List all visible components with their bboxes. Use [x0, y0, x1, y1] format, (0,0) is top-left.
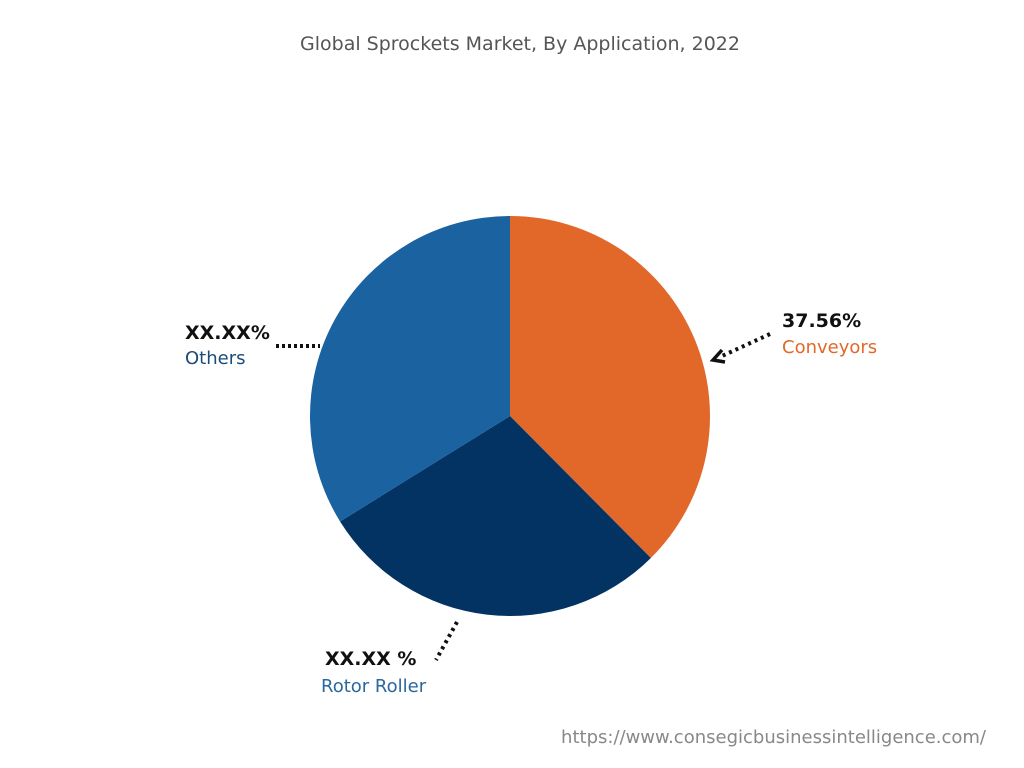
pct-label-rotor-roller: XX.XX % [325, 648, 416, 670]
annotation-conveyors: 37.56% Conveyors [709, 310, 877, 364]
source-url: https://www.consegicbusinessintelligence… [561, 727, 987, 748]
chart-title: Global Sprockets Market, By Application,… [300, 33, 740, 55]
category-label-others: Others [185, 348, 246, 369]
leader-line-conveyors [721, 332, 771, 358]
arrow-icon [709, 348, 726, 364]
pct-label-conveyors: 37.56% [782, 310, 861, 332]
category-label-rotor-roller: Rotor Roller [321, 676, 427, 697]
pie-slice-conveyors [510, 216, 710, 558]
pct-label-others: XX.XX% [185, 322, 270, 344]
leader-line-rotor-roller [434, 621, 459, 661]
annotation-rotor-roller: XX.XX % Rotor Roller [321, 621, 459, 697]
annotation-others: XX.XX% Others [185, 322, 320, 369]
pie-slice-rotor-roller [340, 416, 651, 616]
pie-slices [310, 216, 710, 616]
pie-slice-others [310, 216, 510, 522]
category-label-conveyors: Conveyors [782, 337, 877, 358]
